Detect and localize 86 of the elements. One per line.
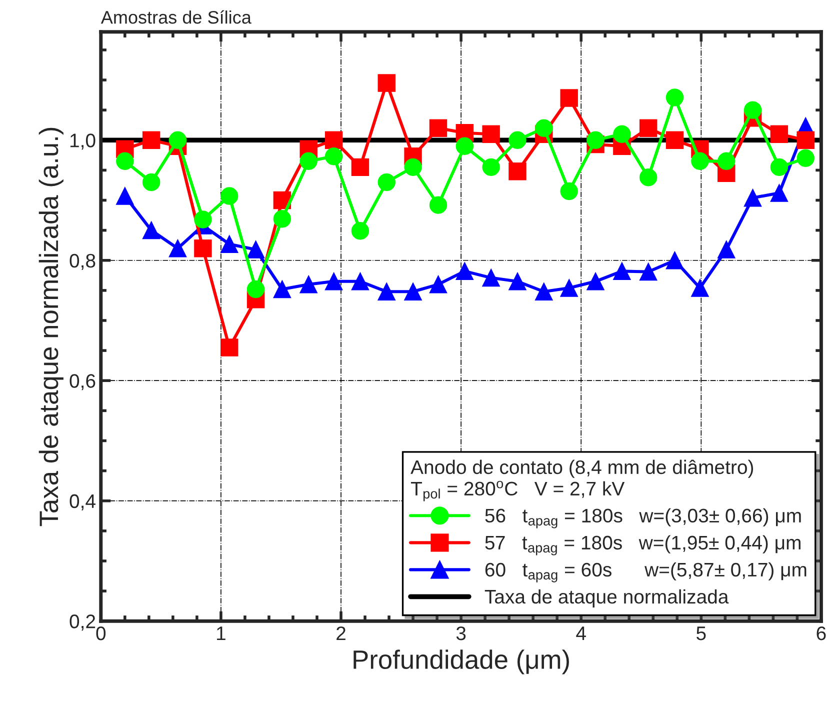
point [639, 119, 658, 137]
point [116, 152, 134, 170]
point [404, 158, 422, 176]
point [456, 262, 474, 280]
point [560, 279, 578, 297]
x-tick-label: 2 [336, 626, 346, 640]
point [586, 272, 604, 290]
point [586, 131, 604, 149]
point [351, 222, 370, 240]
point [535, 119, 553, 137]
legend-label: 57 t$_{apag}$ = 180s w=(1,95± 0,44) μm [485, 535, 800, 556]
point [770, 125, 788, 143]
chart-title: Amostras de Sílica [100, 10, 252, 24]
point [613, 262, 631, 280]
point [744, 101, 762, 119]
y-tick-label: 1,0 [70, 134, 96, 150]
point [613, 125, 631, 143]
point [194, 210, 212, 228]
point [508, 131, 526, 149]
y-tick-label: 0,6 [70, 374, 96, 390]
point [639, 168, 658, 186]
point [508, 272, 526, 290]
legend-title: Anodo de contato (8,4 mm de diâmetro) T$_{pol}$ = 280$^{o}$C V = 2,7 kV [410, 460, 754, 502]
point [508, 162, 526, 180]
point [378, 173, 396, 192]
x-tick-label: 4 [576, 626, 586, 640]
point [220, 235, 238, 253]
point [351, 272, 370, 290]
point [142, 173, 160, 192]
point [482, 268, 500, 287]
point [691, 279, 709, 297]
y-axis-title: Taxa de ataque normalizada (a.u.) [38, 128, 64, 526]
y-tick-label: 0,8 [70, 254, 96, 270]
legend-label: Taxa de ataque normalizada [484, 589, 729, 608]
point [560, 89, 578, 107]
point [404, 282, 422, 300]
point [535, 282, 553, 300]
point [429, 276, 448, 294]
x-tick-label: 6 [816, 626, 826, 640]
point [770, 158, 788, 176]
point [718, 152, 736, 170]
point [482, 158, 500, 176]
x-tick-label: 5 [696, 626, 706, 640]
point [246, 240, 265, 258]
point [744, 188, 762, 207]
point [718, 240, 736, 258]
point [246, 280, 265, 298]
x-tick-label: 3 [456, 626, 466, 640]
point [324, 148, 343, 166]
point [666, 88, 684, 106]
point [666, 131, 684, 149]
point [300, 152, 318, 170]
y-tick-label: 0,4 [70, 494, 96, 510]
point [796, 131, 814, 149]
point [691, 152, 709, 170]
point [220, 187, 238, 205]
x-tick-label: 1 [217, 626, 226, 640]
point [142, 221, 160, 240]
point [273, 210, 292, 228]
point [116, 187, 134, 205]
point [273, 280, 292, 298]
point [429, 196, 448, 214]
point [168, 131, 187, 149]
point [351, 158, 370, 176]
x-axis-title: Profundidade (μm) [354, 650, 569, 674]
point [429, 119, 448, 137]
point [194, 239, 212, 258]
point [796, 149, 814, 168]
point [168, 239, 187, 258]
legend-label: 60 t$_{apag}$ = 60s w=(5,87± 0,17) μm [485, 562, 806, 582]
point [666, 252, 684, 270]
point [142, 131, 160, 149]
point [220, 338, 238, 356]
legend-label: 56 t$_{apag}$ = 180s w=(3,03± 0,66) μm [485, 508, 801, 528]
point [560, 182, 578, 200]
x-tick-label: 0 [96, 626, 106, 640]
y-tick-label: 0,2 [70, 614, 96, 631]
point [324, 131, 343, 149]
point [324, 272, 343, 290]
point [300, 276, 318, 294]
point [639, 262, 658, 281]
point [378, 282, 396, 300]
point [456, 137, 474, 155]
point [770, 184, 788, 202]
point [482, 125, 500, 143]
point [378, 74, 396, 92]
